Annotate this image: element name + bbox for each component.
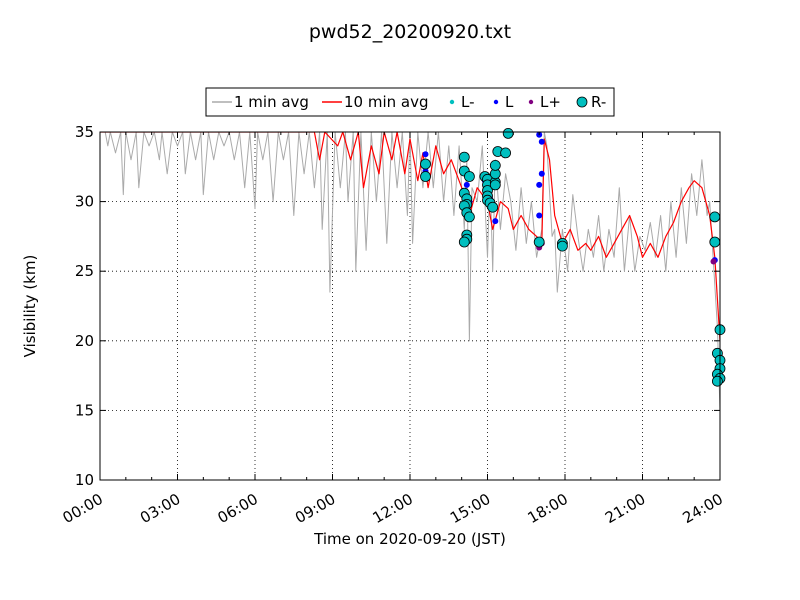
x-tick-label: 15:00 — [447, 490, 493, 527]
legend-label: 10 min avg — [344, 93, 429, 111]
marker-R- — [420, 171, 431, 182]
marker-R- — [420, 158, 431, 170]
legend-label: 1 min avg — [234, 93, 309, 111]
marker-L — [422, 151, 429, 158]
marker-R- — [533, 236, 545, 248]
marker-R- — [709, 236, 721, 248]
marker-R- — [709, 211, 721, 223]
x-tick-label: 21:00 — [602, 490, 648, 527]
y-tick-label: 25 — [75, 262, 94, 280]
marker-R- — [712, 375, 723, 387]
marker-R- — [557, 240, 568, 252]
legend: 1 min avg 10 min avg L- L L+ R- — [205, 87, 615, 117]
x-tick-label: 18:00 — [525, 490, 571, 527]
plot-area — [100, 132, 720, 411]
y-tick-label: 20 — [75, 332, 94, 350]
legend-swatch-L- — [449, 99, 455, 105]
y-tick-label: 30 — [75, 193, 94, 211]
marker-R- — [487, 201, 499, 213]
marker-L — [536, 212, 543, 219]
legend-frame — [205, 87, 615, 117]
marker-L — [538, 170, 545, 177]
plot-markers — [420, 127, 726, 387]
marker-R- — [489, 159, 501, 171]
legend-swatch-R- — [576, 96, 588, 108]
x-tick-label: 03:00 — [137, 490, 183, 527]
marker-R- — [458, 151, 470, 163]
y-tick-label: 35 — [75, 123, 94, 141]
series-line-10-min-avg — [100, 132, 720, 341]
y-tick-label: 15 — [75, 401, 94, 419]
x-tick-label: 00:00 — [60, 490, 106, 527]
x-tick-label: 12:00 — [370, 490, 416, 527]
marker-L — [463, 181, 470, 188]
marker-R- — [463, 211, 475, 223]
axes: 00:00 03:00 06:00 09:00 12:00 15:00 18:00 21:00… — [60, 123, 726, 527]
x-tick-label: 24:00 — [680, 490, 726, 527]
legend-label: R- — [591, 93, 606, 111]
legend-label: L — [505, 93, 514, 111]
marker-R- — [502, 127, 514, 139]
series-line-1-min-avg — [104, 132, 720, 411]
marker-R- — [458, 236, 470, 248]
marker-L — [538, 138, 545, 145]
legend-swatch-L — [493, 99, 499, 105]
legend-swatch-L+ — [528, 99, 534, 105]
y-axis-label: Visibility (km) — [21, 255, 39, 358]
marker-R- — [500, 147, 512, 159]
legend-label: L- — [461, 93, 475, 111]
x-tick-label: 09:00 — [292, 490, 338, 527]
x-axis-label: Time on 2020-09-20 (JST) — [313, 530, 506, 548]
marker-L — [492, 218, 499, 225]
legend-label: L+ — [540, 93, 561, 111]
chart-title: pwd52_20200920.txt — [309, 21, 511, 43]
grid — [100, 132, 720, 480]
marker-R- — [489, 179, 501, 191]
marker-L+ — [710, 258, 717, 265]
marker-L — [536, 181, 543, 188]
x-tick-label: 06:00 — [215, 490, 261, 527]
y-tick-label: 10 — [75, 471, 94, 489]
marker-R- — [463, 171, 475, 182]
